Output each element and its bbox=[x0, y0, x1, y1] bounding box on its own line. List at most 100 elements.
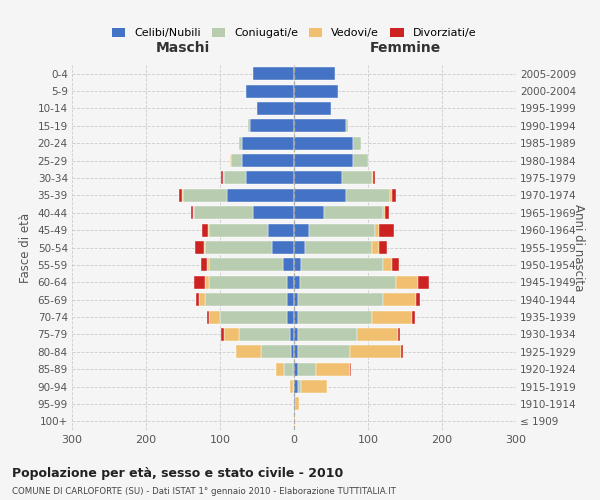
Bar bbox=[196, 293, 199, 306]
Text: Femmine: Femmine bbox=[370, 42, 440, 56]
Bar bbox=[268, 224, 294, 236]
Bar bbox=[323, 206, 383, 220]
Bar bbox=[202, 224, 208, 236]
Bar bbox=[250, 120, 294, 132]
Bar bbox=[294, 102, 331, 115]
Bar bbox=[179, 189, 182, 202]
Bar bbox=[246, 84, 294, 98]
Bar bbox=[376, 224, 379, 236]
Bar bbox=[209, 258, 283, 272]
Bar bbox=[294, 224, 309, 236]
Bar bbox=[298, 380, 301, 393]
Bar bbox=[205, 241, 272, 254]
Bar bbox=[298, 293, 383, 306]
Bar bbox=[201, 258, 206, 272]
Bar bbox=[298, 310, 372, 324]
Bar bbox=[206, 310, 209, 324]
Bar bbox=[246, 172, 294, 184]
Bar bbox=[224, 172, 246, 184]
Bar bbox=[272, 241, 294, 254]
Bar bbox=[205, 293, 287, 306]
Bar bbox=[221, 328, 224, 341]
Bar bbox=[396, 276, 418, 289]
Bar bbox=[294, 206, 323, 220]
Bar bbox=[294, 328, 298, 341]
Bar bbox=[383, 206, 385, 220]
Bar bbox=[298, 328, 357, 341]
Bar bbox=[294, 362, 298, 376]
Bar bbox=[204, 241, 205, 254]
Bar bbox=[199, 293, 205, 306]
Bar bbox=[294, 293, 298, 306]
Bar bbox=[287, 276, 294, 289]
Bar bbox=[291, 346, 294, 358]
Bar bbox=[379, 224, 394, 236]
Bar bbox=[294, 346, 298, 358]
Bar bbox=[231, 154, 242, 167]
Bar bbox=[300, 276, 396, 289]
Bar bbox=[298, 346, 349, 358]
Y-axis label: Anni di nascita: Anni di nascita bbox=[572, 204, 585, 291]
Bar bbox=[209, 310, 220, 324]
Bar bbox=[284, 362, 293, 376]
Bar bbox=[294, 189, 346, 202]
Bar bbox=[301, 380, 328, 393]
Bar bbox=[383, 293, 416, 306]
Bar bbox=[294, 172, 342, 184]
Bar bbox=[372, 310, 412, 324]
Bar bbox=[194, 206, 253, 220]
Bar bbox=[242, 136, 294, 149]
Bar bbox=[298, 362, 316, 376]
Bar bbox=[293, 362, 294, 376]
Bar bbox=[221, 172, 223, 184]
Bar bbox=[248, 120, 250, 132]
Bar bbox=[342, 172, 372, 184]
Bar bbox=[372, 241, 379, 254]
Bar bbox=[208, 224, 209, 236]
Bar bbox=[357, 328, 398, 341]
Bar bbox=[182, 189, 183, 202]
Bar bbox=[294, 310, 298, 324]
Bar bbox=[195, 241, 204, 254]
Bar bbox=[239, 328, 290, 341]
Bar bbox=[294, 258, 301, 272]
Bar bbox=[239, 136, 242, 149]
Bar bbox=[309, 224, 376, 236]
Bar bbox=[253, 206, 294, 220]
Bar bbox=[290, 380, 293, 393]
Bar bbox=[392, 189, 396, 202]
Bar bbox=[294, 154, 353, 167]
Bar bbox=[383, 258, 392, 272]
Bar bbox=[373, 172, 376, 184]
Bar bbox=[294, 380, 298, 393]
Bar bbox=[294, 241, 305, 254]
Bar bbox=[392, 258, 399, 272]
Bar bbox=[191, 206, 193, 220]
Bar bbox=[209, 276, 287, 289]
Bar bbox=[398, 328, 400, 341]
Bar bbox=[220, 310, 287, 324]
Bar bbox=[390, 189, 392, 202]
Legend: Celibi/Nubili, Coniugati/e, Vedovi/e, Divorziati/e: Celibi/Nubili, Coniugati/e, Vedovi/e, Di… bbox=[107, 23, 481, 43]
Bar bbox=[372, 172, 373, 184]
Bar bbox=[412, 310, 415, 324]
Bar bbox=[349, 346, 401, 358]
Bar bbox=[205, 276, 209, 289]
Bar bbox=[353, 154, 368, 167]
Bar bbox=[293, 380, 294, 393]
Bar bbox=[379, 241, 386, 254]
Bar bbox=[346, 189, 390, 202]
Bar bbox=[295, 398, 299, 410]
Bar bbox=[276, 362, 284, 376]
Bar bbox=[223, 172, 224, 184]
Bar bbox=[305, 241, 372, 254]
Bar bbox=[257, 102, 294, 115]
Text: COMUNE DI CARLOFORTE (SU) - Dati ISTAT 1° gennaio 2010 - Elaborazione TUTTITALIA: COMUNE DI CARLOFORTE (SU) - Dati ISTAT 1… bbox=[12, 488, 396, 496]
Bar bbox=[283, 258, 294, 272]
Text: Maschi: Maschi bbox=[156, 42, 210, 56]
Bar bbox=[294, 120, 346, 132]
Bar bbox=[262, 346, 291, 358]
Bar bbox=[294, 398, 295, 410]
Bar bbox=[346, 120, 348, 132]
Bar bbox=[349, 362, 351, 376]
